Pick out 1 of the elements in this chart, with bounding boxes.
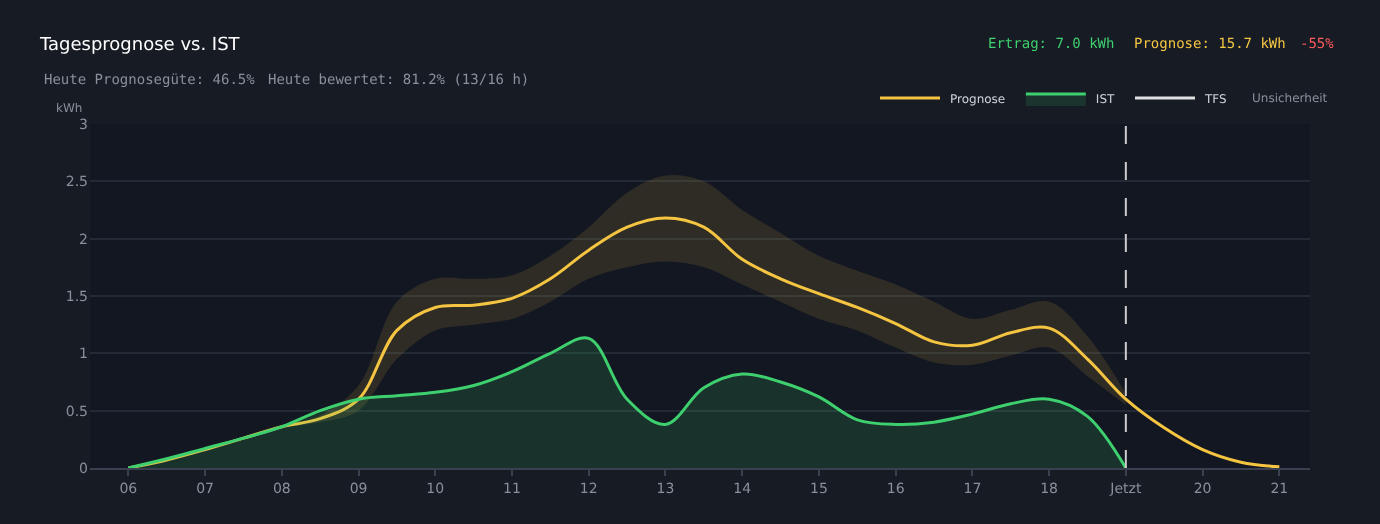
- chart-title: Tagesprognose vs. IST: [38, 36, 241, 57]
